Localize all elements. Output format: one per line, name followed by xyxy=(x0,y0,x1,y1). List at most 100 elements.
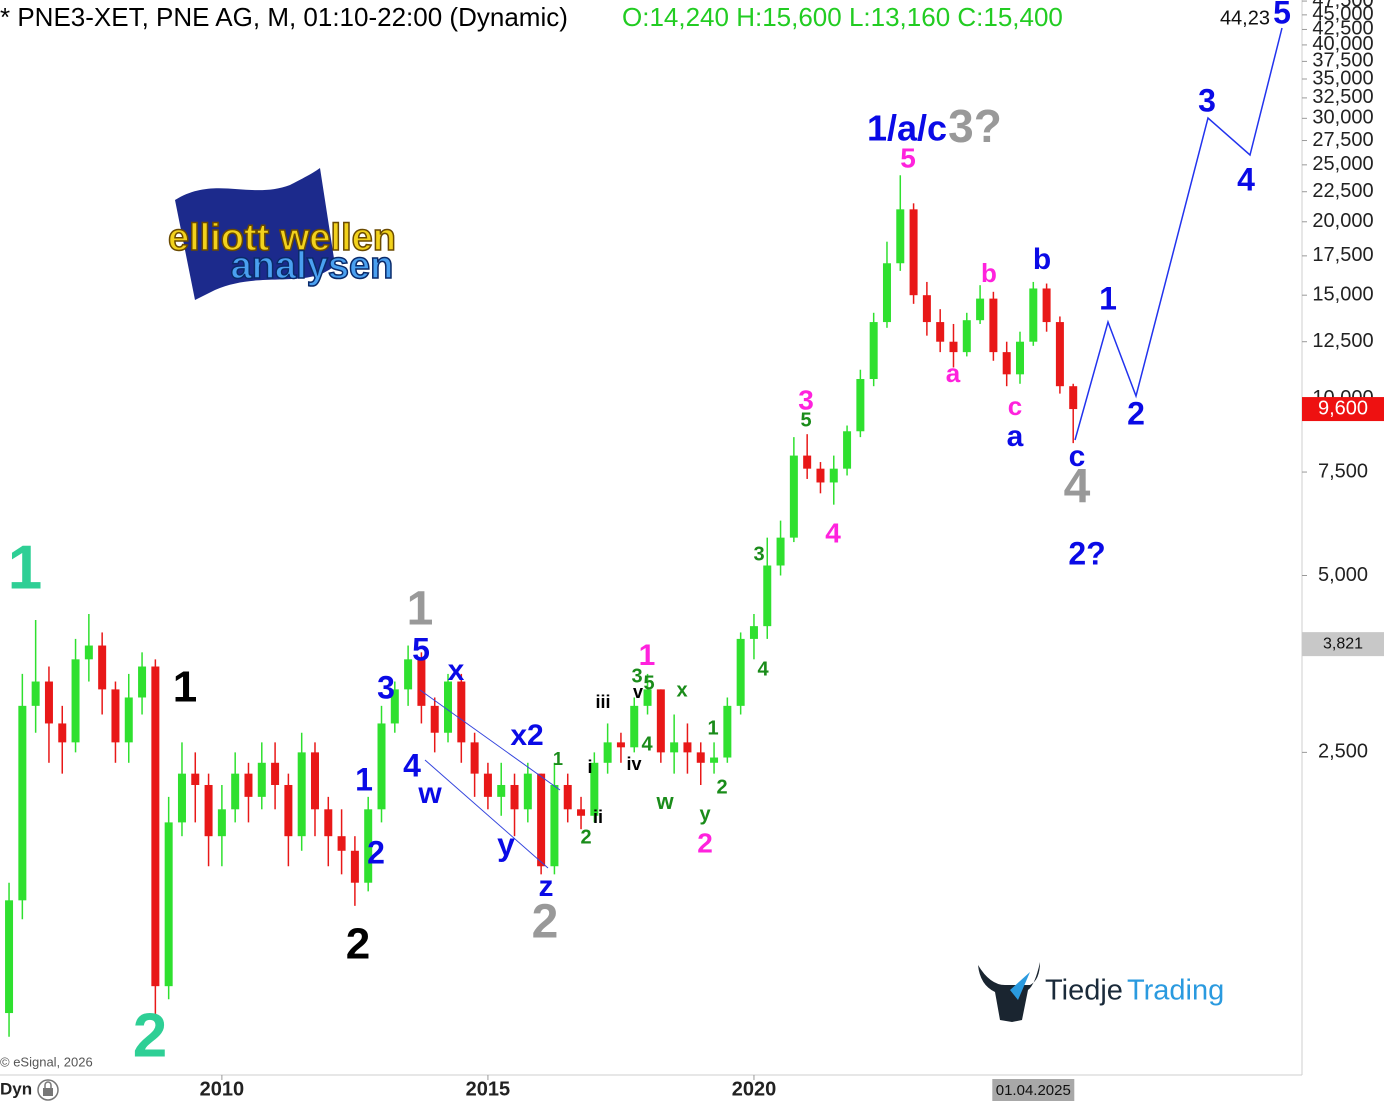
wave-label: 2? xyxy=(1068,535,1105,571)
candle-body xyxy=(1042,288,1051,323)
candle-body xyxy=(124,697,133,743)
candle-body xyxy=(816,468,825,483)
candle-body xyxy=(58,723,67,743)
x-tick-label: 2020 xyxy=(732,1078,777,1100)
wave-label: ii xyxy=(593,807,603,827)
candle-body xyxy=(749,626,758,639)
candle-body xyxy=(483,773,492,797)
candle-body xyxy=(18,705,27,901)
wave-label: 1 xyxy=(707,717,718,739)
price-marker-label: 44,23 xyxy=(1220,8,1270,30)
candle-body xyxy=(337,836,346,851)
candle-body xyxy=(111,689,120,743)
candle-body xyxy=(550,784,559,867)
wave-label: 2 xyxy=(532,896,559,949)
y-tick-label: 35,000 xyxy=(1312,67,1373,89)
wave-label: y xyxy=(497,826,515,862)
candle-body xyxy=(404,659,413,690)
candle-body xyxy=(1015,341,1024,375)
wave-label: 4 xyxy=(1064,461,1091,514)
wave-label: w xyxy=(655,789,674,814)
candle-body xyxy=(84,645,93,660)
wave-label: 5 xyxy=(800,409,811,431)
wave-label: x2 xyxy=(510,719,543,752)
candle-body xyxy=(71,659,80,743)
candle-body xyxy=(5,900,14,1014)
candle-body xyxy=(922,295,931,323)
wave-label: b xyxy=(981,258,997,288)
candle-body xyxy=(763,565,772,627)
candles xyxy=(5,175,1078,1037)
elliott-logo: elliott wellen analysen xyxy=(167,168,397,300)
candle-body xyxy=(896,209,905,264)
wave-label: 4 xyxy=(825,517,841,548)
wave-label: 3 xyxy=(631,665,642,687)
candle-body xyxy=(310,752,319,810)
candle-body xyxy=(217,809,226,837)
wave-label: 4 xyxy=(757,658,769,680)
candle-body xyxy=(736,638,745,706)
price-marker-label: 9,600 xyxy=(1318,397,1368,419)
candle-body xyxy=(497,784,506,797)
candle-body xyxy=(430,705,439,733)
y-tick-label: 30,000 xyxy=(1312,107,1373,129)
y-tick-label: 2,500 xyxy=(1318,741,1368,763)
wave-label: 4 xyxy=(1237,161,1255,197)
price-marker-label: 3,821 xyxy=(1323,635,1363,652)
candle-body xyxy=(976,298,985,321)
candle-body xyxy=(936,322,945,342)
candle-body xyxy=(603,742,612,763)
channel-line xyxy=(424,759,549,869)
candle-body xyxy=(909,209,918,296)
wave-label: 3 xyxy=(377,669,395,705)
candle-body xyxy=(457,681,466,743)
candle-body xyxy=(98,645,107,690)
candle-body xyxy=(723,705,732,758)
wave-label: c xyxy=(1008,391,1022,421)
candle-body xyxy=(710,757,719,763)
candle-body xyxy=(177,773,186,823)
wave-label: 4 xyxy=(403,747,421,783)
y-tick-label: 45,000 xyxy=(1312,3,1373,25)
candle-body xyxy=(656,689,665,753)
candle-body xyxy=(284,784,293,837)
wave-label: 5 xyxy=(412,631,430,667)
wave-label: x xyxy=(676,679,687,701)
candle-body xyxy=(1029,288,1038,342)
bull-icon xyxy=(978,962,1040,1022)
wave-label: v xyxy=(633,682,643,702)
y-tick-label: 15,000 xyxy=(1312,283,1373,305)
wave-label: a xyxy=(946,358,961,388)
wave-label: 5 xyxy=(1273,0,1291,30)
wave-label: b xyxy=(1033,243,1051,276)
wave-label: 3 xyxy=(798,384,814,415)
wave-label: 2 xyxy=(697,827,713,858)
wave-label: 1 xyxy=(173,663,197,712)
wave-label: a xyxy=(1007,420,1024,453)
candle-body xyxy=(151,666,160,987)
wave-label: 2 xyxy=(1127,395,1145,431)
candle-body xyxy=(364,809,373,883)
projection-line xyxy=(1074,27,1283,441)
candle-body xyxy=(444,681,453,733)
y-tick-label: 22,500 xyxy=(1312,180,1373,202)
candle-body xyxy=(271,762,280,785)
candle-body xyxy=(616,742,625,748)
y-tick-label: 17,500 xyxy=(1312,244,1373,266)
y-tick-label: 5,000 xyxy=(1318,564,1368,586)
wave-label: x xyxy=(448,654,465,687)
candle-body xyxy=(138,666,147,698)
candle-body xyxy=(350,850,359,883)
candle-body xyxy=(577,809,586,816)
candle-body xyxy=(776,537,785,566)
y-tick-label: 37,500 xyxy=(1312,50,1373,72)
y-tick-label: 40,000 xyxy=(1312,33,1373,55)
wave-label: 2 xyxy=(346,920,370,969)
wave-label: iv xyxy=(626,754,641,774)
candle-body xyxy=(231,773,240,810)
y-tick-label: 47,500 xyxy=(1312,0,1373,11)
candle-body xyxy=(1055,322,1064,387)
candle-body xyxy=(523,773,532,810)
candle-body xyxy=(789,455,798,538)
